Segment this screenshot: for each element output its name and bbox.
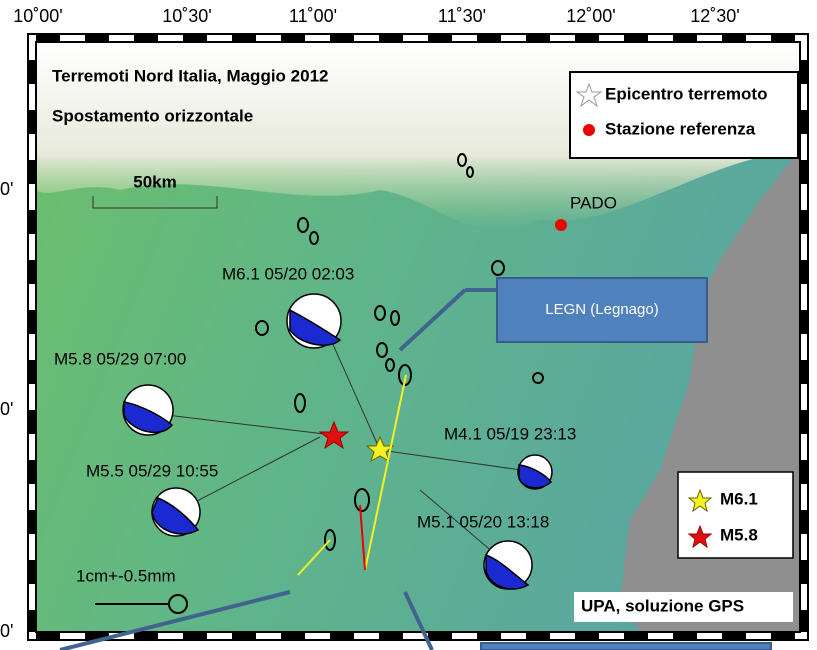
- legend-label: Stazione referenza: [605, 119, 756, 138]
- axis-label: 10˚30': [162, 6, 211, 26]
- legend-dot: [583, 124, 595, 136]
- axis-label: 11˚00': [289, 6, 337, 26]
- callout-label: LEGN (Legnago): [545, 301, 658, 318]
- axis-label: 11˚30': [438, 6, 486, 26]
- map: 10˚00' 10˚30' 11˚00' 11˚30' 12˚00' 12˚30…: [0, 0, 817, 650]
- axis-label: 12˚30': [690, 6, 739, 26]
- vector-scale-label: 1cm+-0.5mm: [76, 566, 176, 585]
- callout-box: [481, 643, 771, 650]
- axis-label: 0': [0, 621, 13, 641]
- credit: UPA, soluzione GPS: [581, 596, 744, 615]
- legend-label: M5.8: [720, 525, 758, 544]
- axis-label: 0': [0, 399, 13, 419]
- reference-station: [555, 219, 567, 231]
- legend-label: Epicentro terremoto: [605, 84, 767, 103]
- event-label: M5.8 05/29 07:00: [54, 349, 186, 368]
- title: Terremoti Nord Italia, Maggio 2012: [52, 66, 328, 85]
- station-label: PADO: [570, 193, 617, 212]
- axis-label: 10˚00': [13, 6, 62, 26]
- event-label: M5.1 05/20 13:18: [417, 512, 549, 531]
- event-label: M5.5 05/29 10:55: [86, 461, 218, 480]
- scale-label: 50km: [133, 172, 176, 191]
- event-label: M4.1 05/19 23:13: [444, 424, 576, 443]
- event-label: M6.1 05/20 02:03: [222, 264, 354, 283]
- subtitle: Spostamento orizzontale: [52, 106, 253, 125]
- legend-label: M6.1: [720, 489, 758, 508]
- axis-label: 12˚00': [566, 6, 615, 26]
- axis-label: 0': [0, 179, 13, 199]
